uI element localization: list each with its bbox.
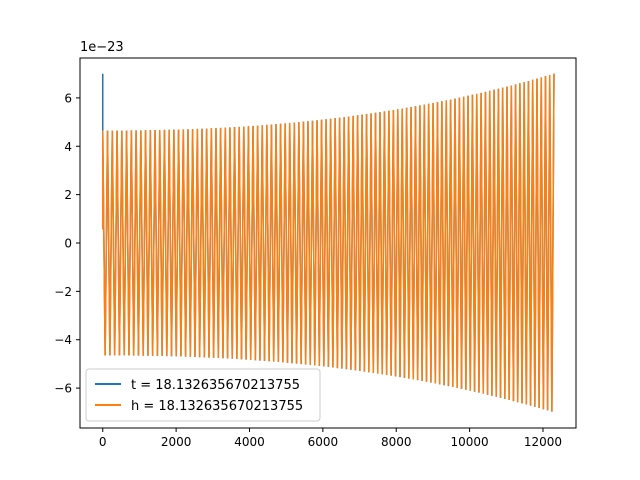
series-layer bbox=[102, 73, 555, 412]
y-tick-label: 0 bbox=[64, 237, 72, 251]
y-tick-label: −4 bbox=[54, 333, 72, 347]
x-axis: 0 2000 4000 6000 8000 10000 12000 bbox=[99, 428, 562, 449]
y-axis: −6 −4 −2 0 2 4 6 bbox=[54, 91, 80, 396]
x-tick-label: 6000 bbox=[308, 435, 339, 449]
x-tick-label: 12000 bbox=[524, 435, 562, 449]
x-tick-label: 0 bbox=[99, 435, 107, 449]
x-tick-label: 10000 bbox=[451, 435, 489, 449]
x-tick-label: 2000 bbox=[161, 435, 192, 449]
x-tick-label: 4000 bbox=[234, 435, 265, 449]
y-tick-label: 4 bbox=[64, 140, 72, 154]
y-tick-label: −2 bbox=[54, 285, 72, 299]
legend-label-t: t = 18.132635670213755 bbox=[131, 378, 300, 393]
offset-label: 1e−23 bbox=[80, 40, 124, 55]
y-tick-label: 2 bbox=[64, 188, 72, 202]
y-tick-label: −6 bbox=[54, 382, 72, 396]
x-tick-label: 8000 bbox=[381, 435, 412, 449]
legend-label-h: h = 18.132635670213755 bbox=[131, 399, 303, 414]
y-tick-label: 6 bbox=[64, 91, 72, 105]
legend: t = 18.132635670213755 h = 18.1326356702… bbox=[85, 368, 321, 422]
series-line-h bbox=[102, 73, 555, 412]
legend-box bbox=[85, 368, 321, 422]
